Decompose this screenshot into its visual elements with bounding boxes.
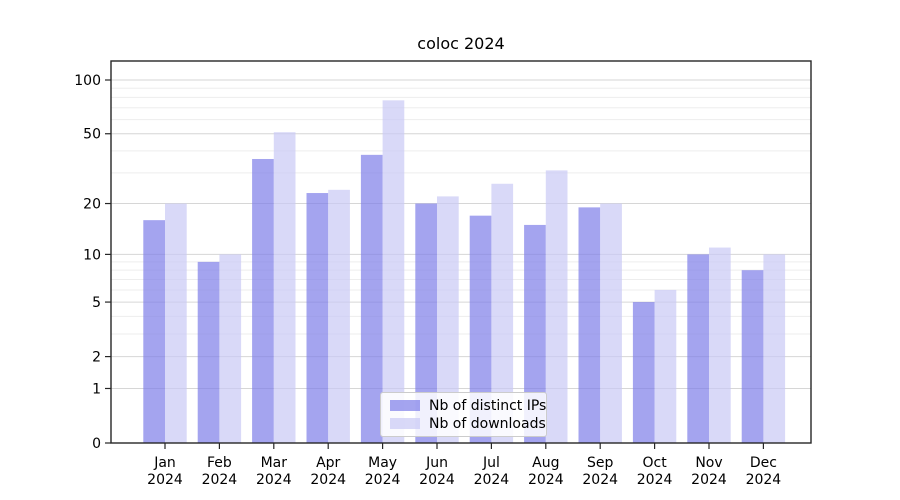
x-tick-label-month: Jan	[153, 455, 176, 471]
x-tick-label-month: Aug	[532, 455, 559, 471]
x-tick-label-year: 2024	[746, 472, 782, 488]
x-tick-label-month: Apr	[316, 455, 340, 471]
x-tick-label-year: 2024	[582, 472, 618, 488]
x-tick-label-month: Feb	[207, 455, 232, 471]
x-tick-label-year: 2024	[310, 472, 346, 488]
bar-jul-downloads	[491, 183, 514, 443]
x-tick-label-month: Oct	[642, 455, 667, 471]
y-tick-label: 5	[92, 295, 101, 311]
legend-swatch-downloads	[390, 418, 420, 429]
bar-mar-downloads	[273, 132, 296, 444]
bar-feb-downloads	[219, 254, 242, 443]
x-tick-label-year: 2024	[365, 472, 401, 488]
legend-item-downloads: Nb of downloads	[390, 417, 546, 431]
x-tick-label-year: 2024	[419, 472, 455, 488]
bar-nov-ips	[687, 254, 709, 443]
y-tick-label: 1	[92, 381, 101, 397]
x-tick-label-month: Nov	[695, 455, 722, 471]
legend-swatch-ips	[390, 400, 420, 411]
y-tick-label: 0	[92, 436, 101, 452]
legend-label-downloads: Nb of downloads	[429, 415, 546, 432]
y-tick-label: 50	[83, 127, 101, 143]
x-tick-label-year: 2024	[691, 472, 727, 488]
x-tick-label-year: 2024	[202, 472, 238, 488]
x-tick-label-month: Jul	[482, 455, 500, 471]
bar-sep-downloads	[600, 203, 622, 443]
bar-aug-ips	[524, 224, 546, 443]
y-tick-label: 20	[83, 197, 101, 213]
x-tick-label-month: Dec	[750, 455, 777, 471]
x-tick-label-month: Jun	[425, 455, 448, 471]
plot-frame	[110, 60, 812, 444]
bar-jun-ips	[415, 203, 437, 443]
x-tick-label-year: 2024	[256, 472, 292, 488]
bar-feb-ips	[197, 261, 220, 443]
x-tick-label-year: 2024	[474, 472, 510, 488]
x-tick-label-month: Mar	[261, 455, 288, 471]
bar-may-downloads	[382, 100, 405, 443]
legend-label-ips: Nb of distinct IPs	[429, 397, 547, 414]
x-tick-label-month: Sep	[587, 455, 614, 471]
bar-aug-downloads	[545, 170, 568, 444]
bar-oct-downloads	[654, 289, 677, 443]
chart-legend: Nb of distinct IPs Nb of downloads	[380, 392, 547, 437]
bar-apr-downloads	[328, 189, 350, 443]
bar-may-ips	[360, 154, 383, 444]
bar-oct-ips	[632, 302, 655, 443]
bar-mar-ips	[252, 158, 274, 443]
bar-dec-downloads	[763, 254, 786, 443]
bar-dec-ips	[741, 270, 764, 443]
y-tick-label: 100	[74, 73, 101, 89]
bar-sep-ips	[578, 207, 601, 443]
bar-apr-ips	[306, 193, 329, 443]
x-tick-label-year: 2024	[147, 472, 183, 488]
bar-nov-downloads	[709, 247, 731, 443]
bar-jun-downloads	[437, 196, 459, 443]
x-tick-label-year: 2024	[528, 472, 564, 488]
bar-jul-ips	[469, 215, 492, 443]
bar-jan-ips	[143, 220, 165, 443]
x-tick-label-month: May	[368, 455, 397, 471]
y-tick-label: 10	[83, 247, 101, 263]
chart-title: coloc 2024	[417, 34, 505, 53]
x-tick-label-year: 2024	[637, 472, 673, 488]
bar-jan-downloads	[165, 203, 187, 443]
y-tick-label: 2	[92, 350, 101, 366]
legend-item-ips: Nb of distinct IPs	[390, 399, 546, 413]
